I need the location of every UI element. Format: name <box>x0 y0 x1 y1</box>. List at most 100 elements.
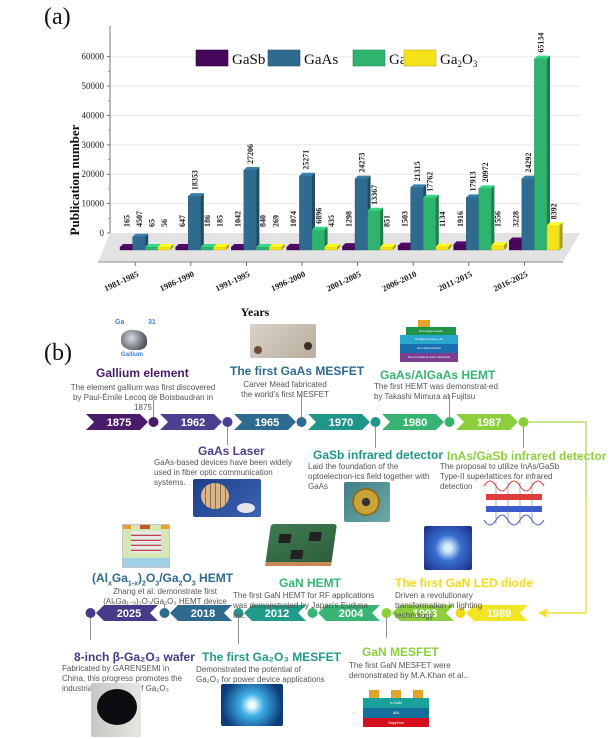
legend-label-gasb: GaSb <box>232 52 265 68</box>
bar-top-gan <box>200 244 217 247</box>
bar-side-ga2o3 <box>448 243 452 250</box>
value-label-gan: 13367 <box>370 185 379 205</box>
bar-top-gasb <box>175 244 192 247</box>
bar-ga2o3-2006-2010 <box>435 246 449 251</box>
bar-gasb-2016-2025 <box>509 240 523 251</box>
timeline-arrow-1989 <box>466 605 528 621</box>
gallium-name: Gallium <box>121 352 144 358</box>
value-label-gan: 65134 <box>537 33 546 53</box>
timeline-year-1989: 1989 <box>487 608 511 620</box>
bar-top-gaas <box>521 175 538 179</box>
value-label-gasb: 647 <box>178 215 187 227</box>
bar-gasb-1991-1995 <box>230 246 244 251</box>
timeline-dot-top-5 <box>518 417 529 427</box>
x-tick-label: 2001-2005 <box>325 269 363 294</box>
bar-top-gan <box>312 226 328 230</box>
value-labels-layer: 165 4507 65 56 647 18353 186 185 1042 27206 840 269… <box>122 33 558 227</box>
circuit-chip-photo <box>221 684 283 726</box>
timeline-year-1980: 1980 <box>403 417 427 429</box>
bar-ga2o3-1986-1990 <box>213 246 227 251</box>
algao-hemt-diagram <box>122 524 170 568</box>
bar-top-gan <box>145 244 161 247</box>
value-label-gasb: 1503 <box>400 211 409 227</box>
bar-gasb-1981-1985 <box>119 246 133 251</box>
value-label-gaas: 21315 <box>413 161 422 181</box>
bar-top-gan <box>423 194 439 198</box>
bar-gan-1991-1995 <box>256 246 270 251</box>
timeline-arrow-1993 <box>392 605 454 621</box>
x-tick-label: 2011-2015 <box>436 269 473 293</box>
value-label-gan: 17762 <box>426 172 435 192</box>
bar-top-ga2o3 <box>491 242 507 246</box>
value-label-ga2o3: 1134 <box>438 211 447 227</box>
event-desc-gasb-ir-detector: Laid the foundation of the optoelectron-… <box>308 462 430 491</box>
bar-ga2o3-1991-1995 <box>268 246 282 251</box>
bar-top-ga2o3 <box>435 243 452 247</box>
value-label-gaas: 24292 <box>524 153 533 173</box>
bar-gaas-2006-2010 <box>410 187 424 251</box>
legend-label-ga2o3: Ga2O3 <box>440 52 478 69</box>
timeline-arrow-1980 <box>382 414 444 430</box>
event-desc-gaas-laser: GaAs-based devices have been widely used… <box>154 458 292 487</box>
legend-swatch-gan <box>352 49 386 67</box>
timeline-year-1987: 1987 <box>477 417 501 429</box>
bar-side-gan <box>491 185 495 250</box>
bar-top-ga2o3 <box>269 244 285 247</box>
gallium-symbol: Ga <box>115 319 125 326</box>
bar-gaas-1996-2000 <box>299 175 313 251</box>
value-label-ga2o3: 851 <box>383 215 392 227</box>
gallium-number: 31 <box>148 319 156 326</box>
x-axis-label: Years <box>241 305 270 319</box>
bar-gan-2001-2005 <box>367 210 381 251</box>
value-label-ga2o3: 1556 <box>494 211 503 227</box>
timeline-dot-bottom-2 <box>233 608 244 618</box>
event-desc-gallium: The element gallium was first discovered… <box>70 383 216 412</box>
event-desc-gan-mesfet: The first GaN MESFET were demonstrated b… <box>349 661 468 680</box>
bar-gasb-1986-1990 <box>175 246 189 251</box>
timeline-dot-top-3 <box>370 417 381 427</box>
value-label-ga2o3: 269 <box>271 215 280 227</box>
panel-b-label: (b) <box>44 340 72 366</box>
bar-top-gaas <box>132 233 149 237</box>
gallium-rock-icon <box>121 330 147 350</box>
bar-gaas-1981-1985 <box>132 236 146 251</box>
bar-top-gasb <box>342 243 358 247</box>
bar-top-gaas <box>188 193 204 197</box>
legend-swatch-gasb <box>195 49 229 67</box>
timeline-arrow-2012 <box>244 605 306 621</box>
x-tick-label: 1986-1990 <box>158 269 196 294</box>
timeline-arrow-1875 <box>86 414 148 430</box>
timeline-track: 1875 1962 1965 1970 1980 1987 2025 2018 2012 2004… <box>85 395 587 644</box>
x-tick-label: 1981-1985 <box>102 269 140 294</box>
value-label-gasb: 1042 <box>234 211 243 227</box>
bar-gasb-1996-2000 <box>286 246 300 251</box>
timeline-dot-top-1 <box>222 417 233 427</box>
timeline-arrow-2025 <box>96 605 158 621</box>
x-tick-label: 2006-2010 <box>380 269 418 294</box>
value-label-gan: 6896 <box>314 208 323 224</box>
bar-top-ga2o3 <box>213 244 229 247</box>
bar-gan-1981-1985 <box>144 246 158 251</box>
bar-side-ga2o3 <box>226 244 229 250</box>
timeline-dot-bottom-3 <box>307 608 318 618</box>
event-title-inas-gasb-ir-detector: InAs/GaSb infrared detector <box>447 449 607 463</box>
value-label-gasb: 1074 <box>289 211 298 227</box>
ga2o3-wafer-photo <box>91 683 141 737</box>
bar-gan-2006-2010 <box>423 197 437 251</box>
panel-a-label: (a) <box>44 4 71 30</box>
gan-mesfet-diagram: n-GaN AlN Sapphire <box>363 690 431 728</box>
legend: GaSb GaAs GaN Ga2O3 <box>195 49 478 69</box>
y-tick-label: 10000 <box>82 199 105 209</box>
bar-gan-1996-2000 <box>311 229 325 251</box>
bar-top-gaas <box>410 184 427 188</box>
timeline-return-arrowhead <box>538 608 548 618</box>
publication-bar-chart: 165 4507 65 56 647 18353 186 185 1042 27206 840 269… <box>67 26 580 319</box>
gaas-algaas-hemt-diagram: Non-Doped GaAs Si-Doped AlₓGa₁₋ₓAs Non-D… <box>398 320 460 364</box>
y-tick-label: 60000 <box>82 52 105 62</box>
value-label-ga2o3: 8392 <box>549 203 558 219</box>
event-desc-ga2o3-mesfet: Demonstrated the potential of Ga₂O₃ for … <box>196 665 325 684</box>
x-tick-label: 2016-2025 <box>492 269 530 294</box>
bar-top-gasb <box>231 243 247 247</box>
bar-gan-1986-1990 <box>200 246 214 251</box>
value-label-gaas: 4507 <box>135 211 144 227</box>
